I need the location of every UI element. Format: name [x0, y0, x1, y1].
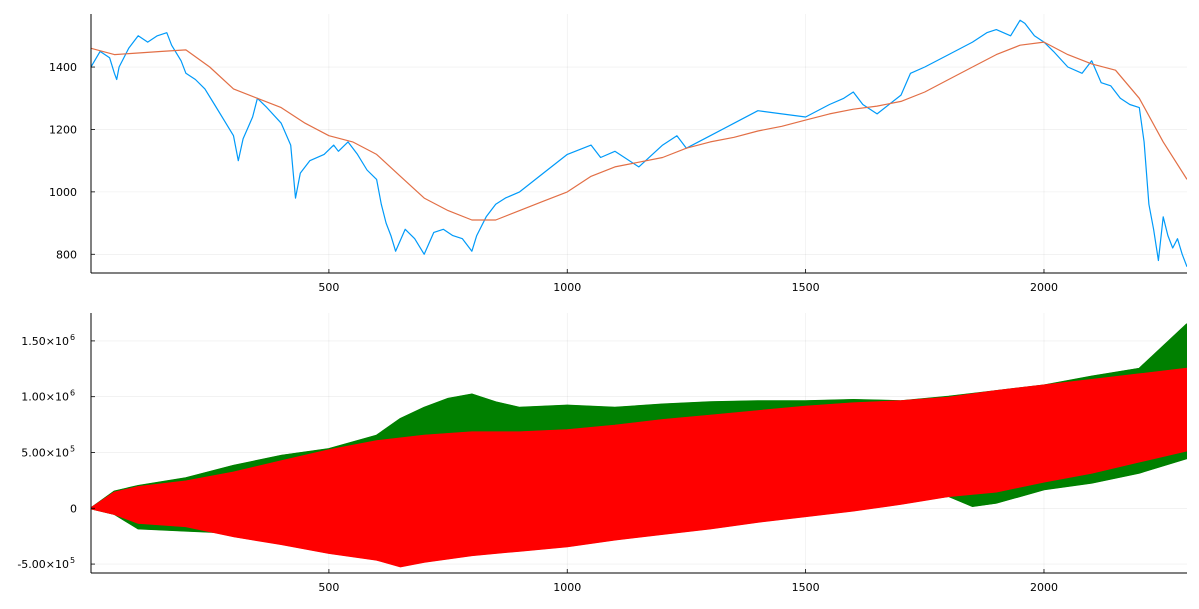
x-tick-label: 500 — [318, 281, 339, 294]
y-tick-label: 1000 — [49, 186, 77, 199]
x-tick-label: 2000 — [1030, 281, 1058, 294]
x-tick-label: 1500 — [792, 581, 820, 594]
series-group — [91, 19, 1187, 268]
series-line-0 — [91, 19, 1187, 268]
x-tick-label: 1000 — [553, 581, 581, 594]
y-tick-label-exponent: 6 — [70, 389, 75, 398]
y-tick-label: 1400 — [49, 61, 77, 74]
y-tick-label: -5.00×10 — [17, 558, 69, 571]
y-tick-label: 800 — [56, 248, 77, 261]
y-tick-label-exponent: 6 — [70, 333, 75, 342]
y-tick-label: 1.00×10 — [21, 391, 69, 404]
x-tick-label: 500 — [318, 581, 339, 594]
x-tick-label: 2000 — [1030, 581, 1058, 594]
y-tick-label-exponent: 5 — [70, 444, 75, 453]
y-tick-label: 5.00×10 — [21, 446, 69, 459]
y-tick-label: 1.50×10 — [21, 335, 69, 348]
x-tick-label: 1500 — [792, 281, 820, 294]
y-tick-label: 0 — [70, 502, 77, 515]
x-tick-label: 1000 — [553, 281, 581, 294]
y-tick-label: 1200 — [49, 123, 77, 136]
series-line-1 — [91, 41, 1187, 221]
series-line-3 — [91, 449, 1187, 568]
series-line-2 — [91, 367, 1187, 510]
series-group — [91, 323, 1187, 568]
y-tick-label-exponent: 5 — [70, 556, 75, 565]
top-price-panel: 500 1000 1500 2000 800 1000 1200 1400 — [49, 14, 1187, 294]
bottom-simulation-panel: 500 1000 1500 2000-5.00×10 505.00×10 51.00×10… — [17, 313, 1187, 594]
